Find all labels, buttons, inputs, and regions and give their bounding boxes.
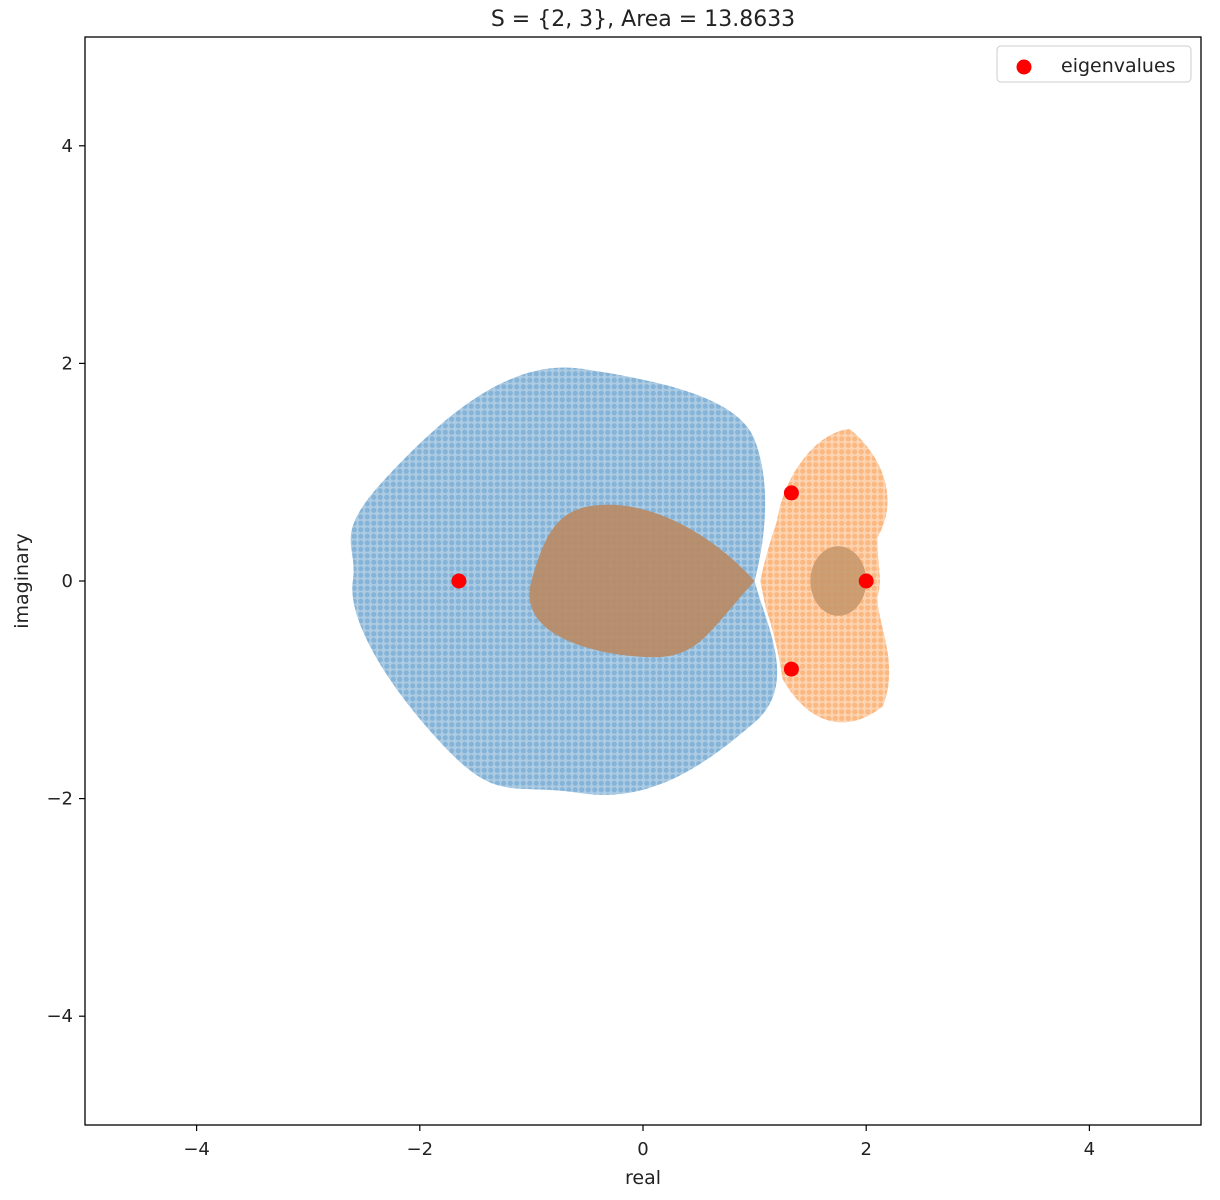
x-tick-label: 4 [1084,1139,1095,1160]
y-tick-label: −2 [46,789,73,810]
y-tick-label: 0 [62,571,73,592]
x-tick-label: 2 [860,1139,871,1160]
legend-box [996,45,1192,83]
legend: eigenvalues [996,45,1192,83]
y-tick-label: 2 [62,353,73,374]
eigenvalue-point [451,573,467,589]
overlap-oval [810,546,867,616]
y-axis-label: imaginary [11,533,33,629]
y-axis-ticks: −4 −2 0 2 4 [46,136,85,1027]
x-tick-label: −4 [183,1139,210,1160]
legend-marker-eigenvalues [1016,59,1032,75]
x-tick-label: 0 [637,1139,648,1160]
eigenvalue-points [451,485,874,677]
y-tick-label: 4 [62,136,73,157]
x-axis-ticks: −4 −2 0 2 4 [183,1125,1095,1160]
eigenvalue-point [783,485,799,501]
eigenvalue-point [783,661,799,677]
x-axis-label: real [625,1167,661,1189]
eigenvalue-point [858,573,874,589]
y-tick-label: −4 [46,1006,73,1027]
chart-title: S = {2, 3}, Area = 13.8633 [491,7,795,32]
x-tick-label: −2 [407,1139,434,1160]
overlap-teardrop [529,504,755,658]
legend-label-eigenvalues: eigenvalues [1061,55,1176,77]
